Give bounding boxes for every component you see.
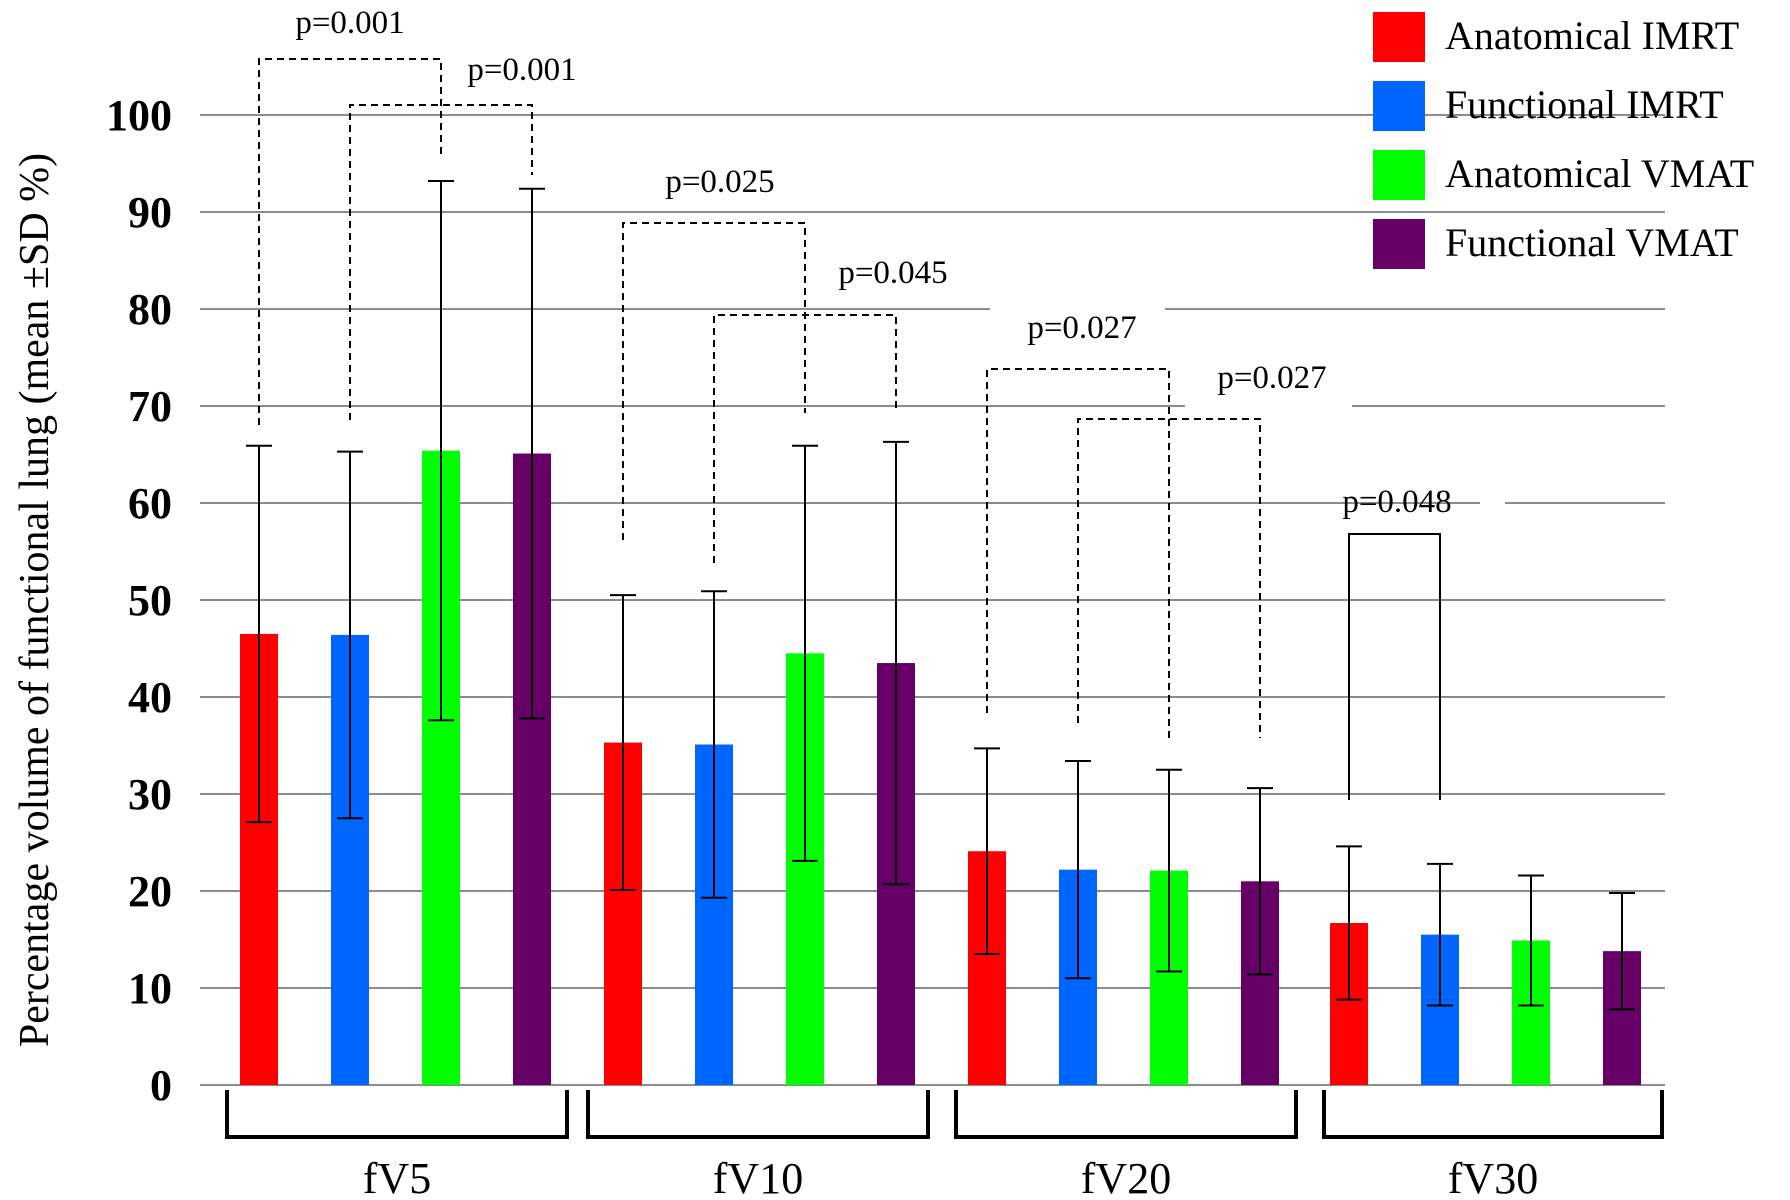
category-label: fV10: [713, 1154, 803, 1200]
legend-swatch: [1373, 150, 1425, 200]
category-label: fV30: [1448, 1154, 1538, 1200]
p-value-label: p=0.027: [1217, 360, 1326, 396]
legend-label: Anatomical IMRT: [1445, 13, 1739, 58]
category-label: fV20: [1081, 1154, 1171, 1200]
legend-swatch: [1373, 12, 1425, 62]
y-tick-label: 60: [128, 479, 172, 528]
y-tick-label: 20: [128, 867, 172, 916]
p-value-label: p=0.001: [295, 5, 404, 41]
y-tick-label: 100: [106, 91, 172, 140]
significance-bracket: [258, 58, 442, 425]
y-axis-label: Percentage volume of functional lung (me…: [12, 153, 58, 1047]
legend-label: Functional IMRT: [1445, 82, 1724, 127]
p-value-label: p=0.001: [467, 52, 576, 88]
bars: [240, 450, 1641, 1085]
category-bracket: [954, 1090, 1298, 1139]
y-tick-label: 90: [128, 188, 172, 237]
p-value-label: p=0.027: [1027, 310, 1136, 346]
y-tick-label: 10: [128, 964, 172, 1013]
p-value-label: p=0.048: [1342, 484, 1451, 520]
legend-swatch: [1373, 81, 1425, 131]
category-bracket: [586, 1090, 930, 1139]
p-value-label: p=0.045: [838, 255, 947, 291]
category-bracket: [225, 1090, 569, 1139]
significance-bracket: [1348, 533, 1441, 800]
y-tick-label: 70: [128, 382, 172, 431]
significance-bracket: [986, 368, 1170, 740]
significance-bracket: [622, 222, 806, 540]
category-bracket: [1322, 1090, 1664, 1139]
y-tick-label: 40: [128, 673, 172, 722]
y-tick-label: 0: [150, 1061, 172, 1110]
significance-annotations: p=0.001 p=0.001 p=0.025 p=0.045 p=0.027 p=0.0…: [258, 5, 1452, 800]
p-value-label: p=0.025: [665, 164, 774, 200]
significance-bracket: [713, 314, 897, 563]
significance-bracket: [349, 104, 533, 420]
y-axis-ticks: 0 10 20 30 40 50 60 70 80 90 100: [106, 91, 172, 1110]
legend-label: Functional VMAT: [1445, 220, 1739, 265]
y-tick-label: 50: [128, 576, 172, 625]
legend-swatch: [1373, 219, 1425, 269]
category-label: fV5: [363, 1154, 431, 1200]
y-tick-label: 80: [128, 285, 172, 334]
legend: Anatomical IMRT Functional IMRT Anatomical…: [1373, 12, 1754, 269]
legend-label: Anatomical VMAT: [1445, 151, 1754, 196]
category-brackets: fV5 fV10 fV20 fV30: [225, 1090, 1664, 1200]
error-bars: [246, 179, 1635, 1011]
y-tick-label: 30: [128, 770, 172, 819]
